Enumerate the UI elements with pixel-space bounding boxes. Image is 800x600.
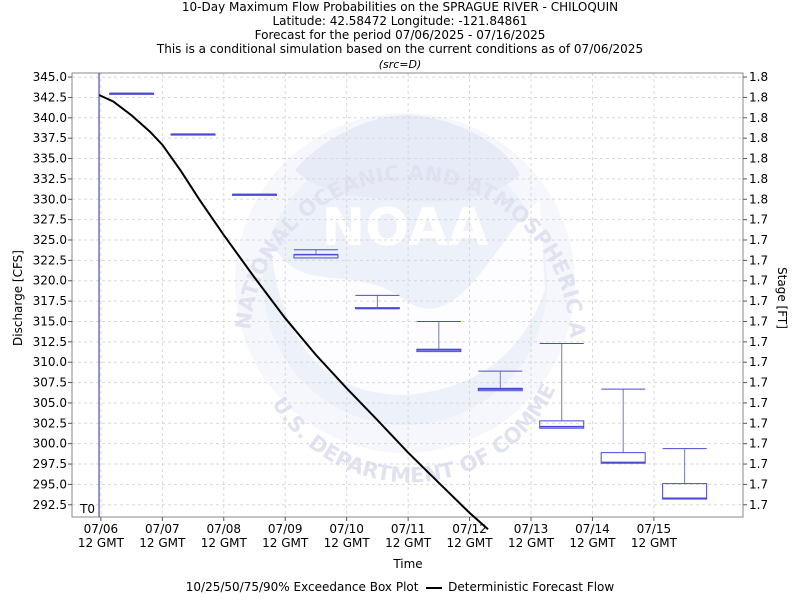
x-tick-time: 12 GMT bbox=[78, 536, 125, 550]
y-tick-label: 332.5 bbox=[33, 172, 67, 186]
y2-tick-label: 1.7 bbox=[749, 477, 768, 491]
deterministic-forecast-line bbox=[98, 94, 489, 530]
y-tick-label: 330.0 bbox=[33, 192, 67, 206]
y-tick-label: 322.5 bbox=[33, 253, 67, 267]
box-iqr bbox=[600, 452, 646, 464]
x-tick-time: 12 GMT bbox=[324, 536, 371, 550]
y2-tick-label: 1.8 bbox=[749, 90, 768, 104]
x-tick-date: 07/07 bbox=[145, 522, 180, 536]
x-tick-time: 12 GMT bbox=[139, 536, 186, 550]
box-plots bbox=[109, 92, 708, 500]
y2-tick-label: 1.7 bbox=[749, 498, 768, 512]
y-tick-label: 320.0 bbox=[33, 274, 67, 288]
y2-tick-label: 1.8 bbox=[749, 192, 768, 206]
x-tick-time: 12 GMT bbox=[385, 536, 432, 550]
y-axis-label: Discharge [CFS] bbox=[11, 250, 25, 346]
x-tick-time: 12 GMT bbox=[201, 536, 248, 550]
y-axis-ticks: 345.0 342.5 340.0 337.5 335.0 332.5 330.0 327.5… bbox=[33, 70, 72, 512]
forecast-line-layer bbox=[98, 94, 489, 530]
y-tick-label: 325.0 bbox=[33, 233, 67, 247]
y-tick-label: 340.0 bbox=[33, 111, 67, 125]
x-tick-time: 12 GMT bbox=[631, 536, 678, 550]
y2-tick-label: 1.7 bbox=[749, 437, 768, 451]
y2-tick-label: 1.7 bbox=[749, 457, 768, 471]
y2-axis-label: Stage [FT] bbox=[775, 267, 789, 329]
y2-tick-label: 1.7 bbox=[749, 274, 768, 288]
chart-source: (src=D) bbox=[378, 58, 422, 71]
chart-title: 10-Day Maximum Flow Probabilities on the… bbox=[181, 0, 619, 14]
y-tick-label: 297.5 bbox=[33, 457, 67, 471]
chart-forecast-period: Forecast for the period 07/06/2025 - 07/… bbox=[254, 28, 546, 42]
y-tick-label: 292.5 bbox=[33, 498, 67, 512]
y2-tick-label: 1.7 bbox=[749, 253, 768, 267]
y-tick-label: 342.5 bbox=[33, 90, 67, 104]
legend-line-swatch bbox=[426, 586, 443, 589]
y-tick-label: 300.0 bbox=[33, 437, 67, 451]
x-tick-date: 07/08 bbox=[206, 522, 241, 536]
legend-box-plot: 10/25/50/75/90% Exceedance Box Plot bbox=[185, 580, 419, 594]
y-tick-label: 295.0 bbox=[33, 477, 67, 491]
plot-frame bbox=[71, 72, 744, 518]
chart-grid bbox=[72, 73, 743, 517]
y2-tick-label: 1.8 bbox=[749, 152, 768, 166]
box-iqr bbox=[539, 420, 585, 429]
x-tick-date: 07/11 bbox=[391, 522, 426, 536]
y2-tick-label: 1.7 bbox=[749, 376, 768, 390]
legend-deterministic: Deterministic Forecast Flow bbox=[448, 580, 615, 594]
y-tick-label: 315.0 bbox=[33, 314, 67, 328]
y2-tick-label: 1.7 bbox=[749, 294, 768, 308]
x-tick-time: 12 GMT bbox=[447, 536, 494, 550]
y2-tick-label: 1.7 bbox=[749, 416, 768, 430]
x-tick-date: 07/13 bbox=[514, 522, 549, 536]
y2-tick-label: 1.7 bbox=[749, 355, 768, 369]
x-tick-time: 12 GMT bbox=[569, 536, 616, 550]
y2-tick-label: 1.8 bbox=[749, 131, 768, 145]
y2-axis-ticks: 1.8 1.8 1.8 1.8 1.8 1.8 1.8 1.7 1.7 1.7 1.7 1.7 1.7 1… bbox=[743, 70, 768, 512]
chart-location: Latitude: 42.58472 Longitude: -121.84861 bbox=[272, 14, 528, 28]
box-iqr bbox=[662, 483, 708, 500]
y-tick-label: 307.5 bbox=[33, 376, 67, 390]
y-tick-label: 302.5 bbox=[33, 416, 67, 430]
t0-label: T0 bbox=[79, 502, 95, 516]
x-tick-date: 07/10 bbox=[329, 522, 364, 536]
y2-tick-label: 1.7 bbox=[749, 233, 768, 247]
x-tick-date: 07/09 bbox=[268, 522, 303, 536]
y-tick-label: 317.5 bbox=[33, 294, 67, 308]
y-tick-label: 310.0 bbox=[33, 355, 67, 369]
x-tick-time: 12 GMT bbox=[262, 536, 309, 550]
y-tick-label: 312.5 bbox=[33, 335, 67, 349]
x-tick-date: 07/06 bbox=[84, 522, 119, 536]
y-tick-label: 337.5 bbox=[33, 131, 67, 145]
y2-tick-label: 1.8 bbox=[749, 172, 768, 186]
chart-conditions-note: This is a conditional simulation based o… bbox=[156, 42, 644, 56]
y-tick-label: 345.0 bbox=[33, 70, 67, 84]
y2-tick-label: 1.8 bbox=[749, 111, 768, 125]
x-tick-date: 07/14 bbox=[575, 522, 610, 536]
y-tick-label: 305.0 bbox=[33, 396, 67, 410]
t0-layer: T0 bbox=[79, 73, 100, 517]
y2-tick-label: 1.7 bbox=[749, 396, 768, 410]
x-tick-date: 07/12 bbox=[452, 522, 487, 536]
y2-tick-label: 1.7 bbox=[749, 213, 768, 227]
noaa-watermark-text: NOAA bbox=[322, 198, 489, 258]
x-axis-label: Time bbox=[392, 557, 422, 571]
x-tick-date: 07/15 bbox=[637, 522, 672, 536]
y-tick-label: 327.5 bbox=[33, 213, 67, 227]
y2-tick-label: 1.8 bbox=[749, 70, 768, 84]
y-tick-label: 335.0 bbox=[33, 152, 67, 166]
x-tick-time: 12 GMT bbox=[508, 536, 555, 550]
y2-tick-label: 1.7 bbox=[749, 314, 768, 328]
chart-legend: 10/25/50/75/90% Exceedance Box Plot Dete… bbox=[0, 580, 800, 594]
y2-tick-label: 1.7 bbox=[749, 335, 768, 349]
